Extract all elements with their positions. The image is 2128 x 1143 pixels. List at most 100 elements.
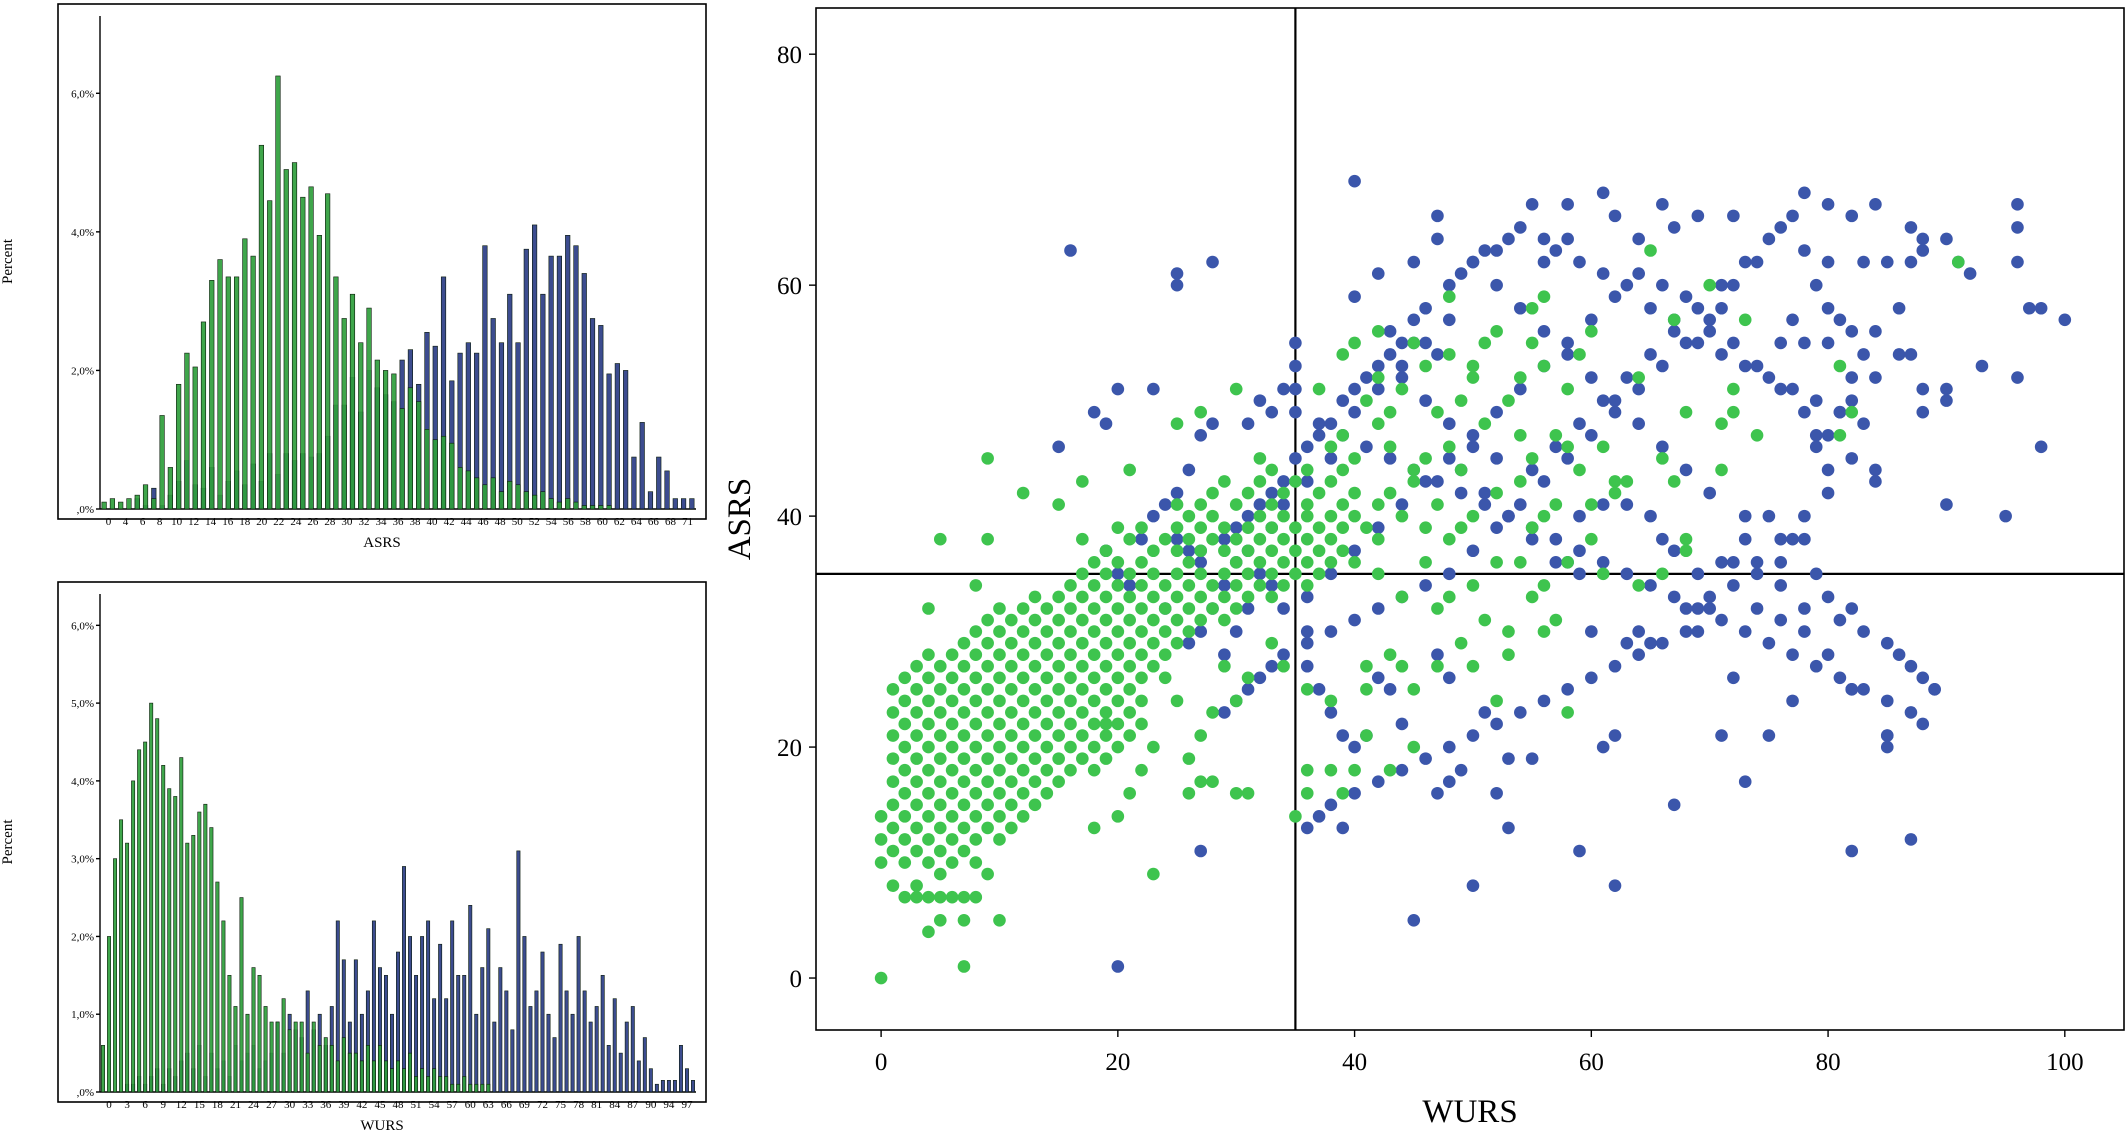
point-green bbox=[1194, 590, 1208, 604]
point-blue bbox=[1561, 232, 1574, 246]
point-green bbox=[1253, 579, 1267, 592]
point-green bbox=[1170, 521, 1184, 534]
point-blue bbox=[1502, 821, 1515, 835]
point-green bbox=[1442, 590, 1456, 604]
point-green bbox=[957, 636, 971, 650]
point-green bbox=[1147, 567, 1160, 581]
point-green bbox=[898, 810, 912, 823]
point-green bbox=[1241, 521, 1255, 534]
bar-green bbox=[242, 238, 248, 510]
point-green bbox=[1431, 659, 1444, 673]
bar-green bbox=[486, 1083, 491, 1093]
point-green bbox=[910, 844, 923, 858]
x-tick-label: 36 bbox=[320, 1099, 332, 1111]
point-green bbox=[1537, 509, 1551, 523]
point-blue bbox=[1703, 486, 1717, 500]
point-green bbox=[1111, 521, 1125, 534]
point-green bbox=[957, 821, 971, 835]
point-green bbox=[1064, 602, 1077, 615]
point-blue bbox=[1289, 452, 1302, 465]
point-green bbox=[1111, 602, 1125, 615]
bar-blue bbox=[685, 1068, 689, 1093]
point-green bbox=[1052, 636, 1065, 650]
point-green bbox=[1099, 729, 1113, 742]
point-green bbox=[933, 752, 947, 765]
bar-green bbox=[589, 505, 596, 510]
point-blue bbox=[1845, 394, 1859, 407]
x-tick-label: 64 bbox=[631, 516, 643, 528]
point-green bbox=[1348, 336, 1361, 350]
point-blue bbox=[1691, 625, 1705, 638]
point-blue bbox=[1490, 244, 1503, 257]
point-green bbox=[969, 717, 983, 731]
point-blue bbox=[1561, 198, 1574, 211]
point-blue bbox=[1324, 452, 1338, 465]
y-tick-label: 4,0% bbox=[71, 227, 94, 239]
bar-green bbox=[420, 1068, 425, 1093]
point-blue bbox=[1442, 313, 1456, 327]
point-blue bbox=[1277, 498, 1290, 511]
point-green bbox=[1454, 636, 1468, 650]
point-blue bbox=[1371, 775, 1385, 789]
point-green bbox=[1229, 786, 1243, 800]
bar-blue bbox=[565, 235, 571, 510]
point-green bbox=[1360, 683, 1373, 696]
point-green bbox=[910, 729, 923, 742]
bar-green bbox=[325, 193, 331, 510]
point-blue bbox=[1786, 382, 1799, 396]
point-blue bbox=[1549, 532, 1563, 546]
x-tick-label: 66 bbox=[648, 516, 660, 528]
point-green bbox=[957, 798, 971, 812]
point-blue bbox=[1253, 394, 1267, 407]
point-green bbox=[1123, 659, 1136, 673]
point-blue bbox=[1218, 706, 1231, 719]
point-green bbox=[1040, 740, 1054, 754]
point-green bbox=[922, 856, 935, 869]
point-green bbox=[1182, 532, 1196, 546]
point-green bbox=[1005, 683, 1018, 696]
point-blue bbox=[2011, 371, 2024, 384]
point-green bbox=[1016, 486, 1030, 500]
point-blue bbox=[2011, 221, 2024, 234]
point-green bbox=[1324, 694, 1338, 708]
point-blue bbox=[1620, 636, 1634, 650]
point-green bbox=[910, 775, 923, 789]
point-blue bbox=[1502, 232, 1515, 246]
point-green bbox=[1407, 463, 1421, 477]
point-green bbox=[1016, 602, 1030, 615]
point-green bbox=[933, 775, 947, 789]
x-tick-label: 48 bbox=[393, 1099, 405, 1111]
point-blue bbox=[1691, 567, 1705, 581]
point-blue bbox=[1218, 579, 1231, 592]
point-green bbox=[933, 913, 947, 927]
point-blue bbox=[1916, 717, 1930, 731]
x-tick-label: 94 bbox=[663, 1099, 675, 1111]
point-blue bbox=[1419, 394, 1432, 407]
point-green bbox=[1229, 556, 1243, 569]
point-blue bbox=[1774, 532, 1788, 546]
x-tick-label: 97 bbox=[681, 1099, 693, 1111]
point-green bbox=[1478, 336, 1492, 350]
bar-green bbox=[402, 1068, 406, 1093]
bar-green bbox=[498, 491, 505, 510]
point-blue bbox=[1656, 278, 1669, 292]
point-blue bbox=[1656, 359, 1669, 373]
bar-green bbox=[155, 718, 160, 1093]
point-green bbox=[1028, 590, 1042, 604]
bar-green bbox=[333, 276, 339, 510]
point-green bbox=[1395, 509, 1409, 523]
point-blue bbox=[1738, 509, 1752, 523]
point-green bbox=[1194, 405, 1208, 419]
point-green bbox=[1407, 740, 1421, 754]
point-blue bbox=[1573, 844, 1586, 858]
bar-blue bbox=[546, 1013, 551, 1093]
point-blue bbox=[1727, 209, 1740, 223]
bar-green bbox=[234, 276, 240, 510]
point-blue bbox=[1786, 209, 1799, 223]
point-green bbox=[898, 671, 912, 685]
point-green bbox=[1099, 752, 1113, 765]
bar-blue bbox=[672, 498, 678, 510]
x-tick-label: 10 bbox=[171, 516, 183, 528]
bar-green bbox=[462, 1076, 467, 1093]
bar-blue bbox=[600, 975, 605, 1093]
